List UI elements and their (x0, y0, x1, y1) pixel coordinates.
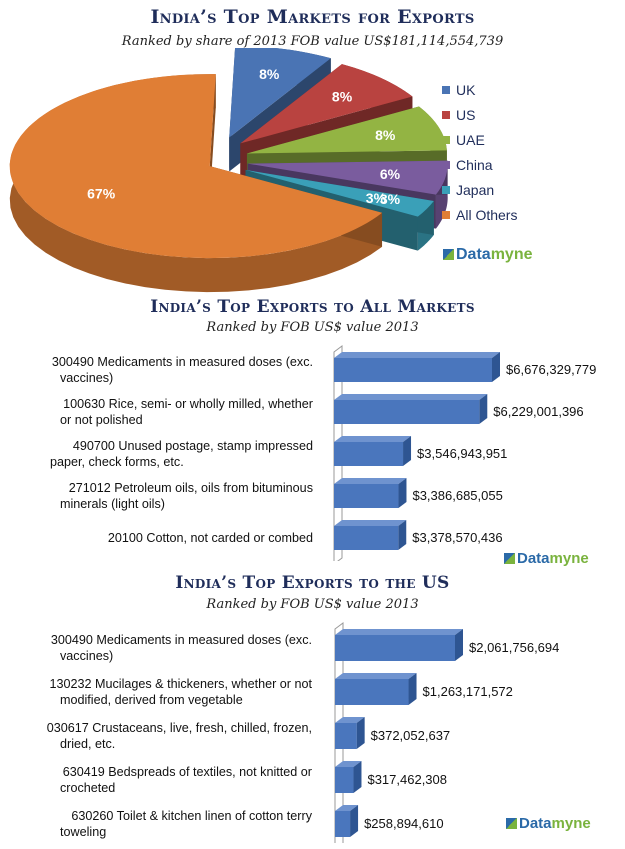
bar-top (335, 805, 359, 811)
legend-item-us: US (456, 107, 475, 123)
bar-category-label: minerals (light oils) (60, 497, 165, 511)
legend-swatch-us (442, 111, 450, 119)
bar-side (398, 520, 407, 550)
bar-category-label: 030617 Crustaceans, live, fresh, chilled… (47, 721, 312, 735)
bar-side (479, 394, 488, 424)
bar-top (334, 394, 488, 400)
pie-label-china: 6% (380, 166, 401, 182)
pie-label-uae: 8% (375, 127, 396, 143)
legend-item-uk: UK (456, 82, 476, 98)
bar-top (335, 717, 365, 723)
bar-category-label: 300490 Medicaments in measured doses (ex… (51, 633, 312, 647)
bar-top (334, 436, 412, 442)
legend-swatch-all-others (442, 211, 450, 219)
bar-category-label: toweling (60, 825, 106, 839)
bar-value-label: $3,386,685,055 (412, 488, 502, 503)
legend-swatch-uae (442, 136, 450, 144)
bar-value-label: $372,052,637 (371, 728, 451, 743)
bar (334, 442, 404, 466)
bar-category-label: 630419 Bedspreads of textiles, not knitt… (63, 765, 312, 779)
legend-swatch-uk (442, 86, 450, 94)
bar-category-label: 300490 Medicaments in measured doses (ex… (52, 355, 313, 369)
bar-chart-2-title: India’s Top Exports to the US (175, 573, 450, 593)
bar-value-label: $6,229,001,396 (493, 404, 583, 419)
bar-side (350, 805, 359, 837)
bar-side (403, 436, 412, 466)
datamyne-logo: Datamyne (443, 246, 532, 264)
bar (334, 484, 399, 508)
bar (335, 767, 354, 793)
legend-item-japan: Japan (456, 182, 494, 198)
pie-slice-japan (245, 169, 434, 217)
bar-side (455, 629, 463, 661)
pie-chart-title: India’s Top Markets for Exports (150, 6, 475, 28)
bar-top (334, 352, 500, 358)
bar-value-label: $258,894,610 (364, 816, 444, 831)
bar-top (335, 629, 463, 635)
bar (335, 723, 357, 749)
bar-top (334, 520, 407, 526)
bar-category-label: or not polished (60, 413, 143, 427)
bar-category-label: crocheted (60, 781, 115, 795)
pie-slice-uae (246, 106, 447, 154)
pie-slice-us (240, 64, 413, 144)
bar-category-label: 20100 Cotton, not carded or combed (108, 531, 313, 545)
bar-category-label: vaccines) (60, 649, 113, 663)
bar-chart-1-subtitle: Ranked by FOB US$ value 2013 (206, 320, 419, 335)
bar-value-label: $3,546,943,951 (417, 446, 507, 461)
legend-swatch-china (442, 161, 450, 169)
pie-slice-china (247, 160, 448, 195)
bar-value-label: $1,263,171,572 (423, 684, 513, 699)
bar-value-label: $6,676,329,779 (506, 362, 596, 377)
bar-value-label: $2,061,756,694 (469, 640, 559, 655)
pie-chart-subtitle: Ranked by share of 2013 FOB value US$181… (121, 34, 504, 49)
datamyne-mark-icon (443, 249, 454, 260)
datamyne-mark-icon (504, 553, 515, 564)
bar-category-label: 100630 Rice, semi- or wholly milled, whe… (63, 397, 313, 411)
pie-label-uk: 8% (259, 66, 280, 82)
bar-category-label: vaccines) (60, 371, 113, 385)
bar-side (408, 673, 417, 705)
bar-category-label: modified, derived from vegetable (60, 693, 243, 707)
datamyne-logo: Datamyne (506, 815, 591, 832)
bar-chart-1: $6,676,329,779 300490 Medicaments in meas… (50, 345, 596, 561)
bar-side (356, 717, 365, 749)
bar-category-label: 630260 Toilet & kitchen linen of cotton … (71, 809, 312, 823)
bar (335, 635, 455, 661)
datamyne-mark-icon (506, 818, 517, 829)
bar-category-label: 490700 Unused postage, stamp impressed (73, 439, 313, 453)
pie-label-extra: 3% (380, 191, 401, 207)
bar-chart-1-title: India’s Top Exports to All Markets (150, 297, 475, 317)
bar-top (335, 673, 417, 679)
legend-swatch-japan (442, 186, 450, 194)
bar-top (335, 761, 362, 767)
bar-category-label: dried, etc. (60, 737, 115, 751)
bar-category-label: 130232 Mucilages & thickeners, whether o… (49, 677, 312, 691)
pie-label-all-others: 67% (87, 186, 116, 202)
legend-item-china: China (456, 157, 493, 173)
bar-side (398, 478, 407, 508)
bar (335, 679, 409, 705)
datamyne-logo: Datamyne (504, 550, 589, 567)
bar-category-label: 271012 Petroleum oils, oils from bitumin… (69, 481, 313, 495)
bar-category-label: paper, check forms, etc. (50, 455, 184, 469)
bar-value-label: $3,378,570,436 (412, 530, 502, 545)
pie-label-japan: 3% (366, 190, 387, 206)
bar-side (492, 352, 500, 382)
pie-chart: 8% 8% 8% 6% 3% 67% 3% UK US UAE China Japan All Oth… (9, 48, 517, 293)
bar-chart-2: $2,061,756,694 300490 Medicaments in meas… (47, 622, 559, 843)
bar-value-label: $317,462,308 (367, 772, 447, 787)
bar (334, 400, 480, 424)
bar-top (334, 478, 407, 484)
pie-slice-all-others (9, 74, 383, 259)
bar (335, 811, 351, 837)
pie-slice-uk (229, 48, 331, 138)
bar (334, 526, 399, 550)
legend-item-all-others: All Others (456, 207, 517, 223)
pie-label-us: 8% (332, 89, 353, 105)
bar-side (353, 761, 362, 793)
bar-chart-2-subtitle: Ranked by FOB US$ value 2013 (206, 597, 419, 612)
legend-item-uae: UAE (456, 132, 485, 148)
bar (334, 358, 492, 382)
